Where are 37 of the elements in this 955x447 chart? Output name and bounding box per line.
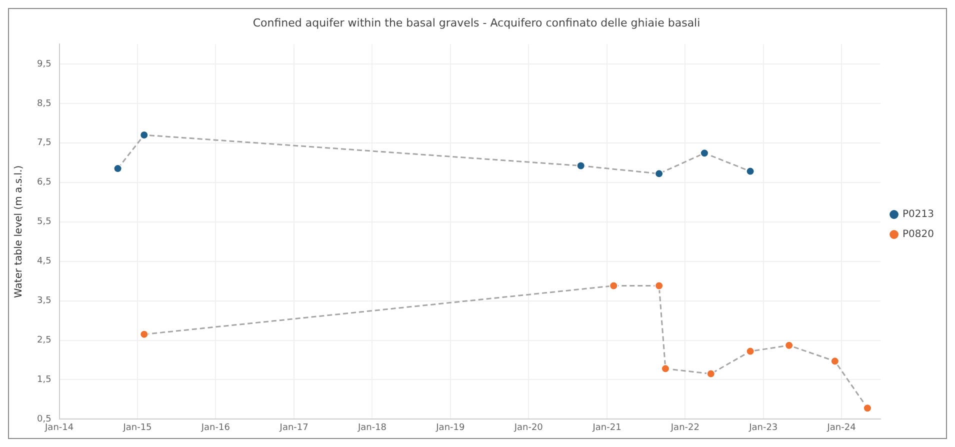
y-tick-label: 2,5 xyxy=(36,336,52,346)
x-tick-label: Jan-23 xyxy=(748,422,778,433)
point xyxy=(654,281,664,290)
x-tick-label: Jan-20 xyxy=(513,422,544,433)
x-tick-label: Jan-21 xyxy=(592,422,622,433)
y-tick-label: 8,5 xyxy=(36,98,52,109)
x-tick-label: Jan-19 xyxy=(435,422,465,433)
point xyxy=(654,169,664,178)
point xyxy=(746,166,755,176)
point xyxy=(609,281,618,290)
x-tick-label: Jan-17 xyxy=(278,422,308,433)
chart-title: Confined aquifer within the basal gravels - Acquifero confinato delle ghiaie basali xyxy=(252,16,700,30)
y-tick-label: 9,5 xyxy=(36,59,52,70)
y-axis-title: Water table level (m a.s.l.) xyxy=(14,165,25,298)
point xyxy=(700,148,709,158)
legend-label: P0213 xyxy=(902,209,934,220)
point xyxy=(862,404,872,413)
point xyxy=(784,340,794,350)
x-tick-label: Jan-18 xyxy=(356,422,387,433)
x-tick-label: Jan-14 xyxy=(44,422,74,433)
y-tick-label: 5,5 xyxy=(36,217,52,228)
x-tick-label: Jan-24 xyxy=(826,422,856,433)
x-tick-label: Jan-22 xyxy=(670,422,700,433)
y-tick-label: 4,5 xyxy=(36,256,52,267)
y-tick-label: 3,5 xyxy=(36,296,52,306)
y-tick-label: 7,5 xyxy=(36,138,52,148)
point xyxy=(140,330,149,339)
point xyxy=(830,356,840,366)
y-tick-label: 0,5 xyxy=(36,414,52,425)
x-tick-label: Jan-16 xyxy=(200,422,230,433)
point xyxy=(746,346,755,356)
point xyxy=(576,161,586,170)
x-tick-label: Jan-15 xyxy=(122,422,152,433)
y-tick-label: 6,5 xyxy=(36,178,52,188)
y-tick-label: 1,5 xyxy=(36,375,52,386)
legend-label: P0820 xyxy=(902,229,934,240)
point xyxy=(706,369,716,378)
